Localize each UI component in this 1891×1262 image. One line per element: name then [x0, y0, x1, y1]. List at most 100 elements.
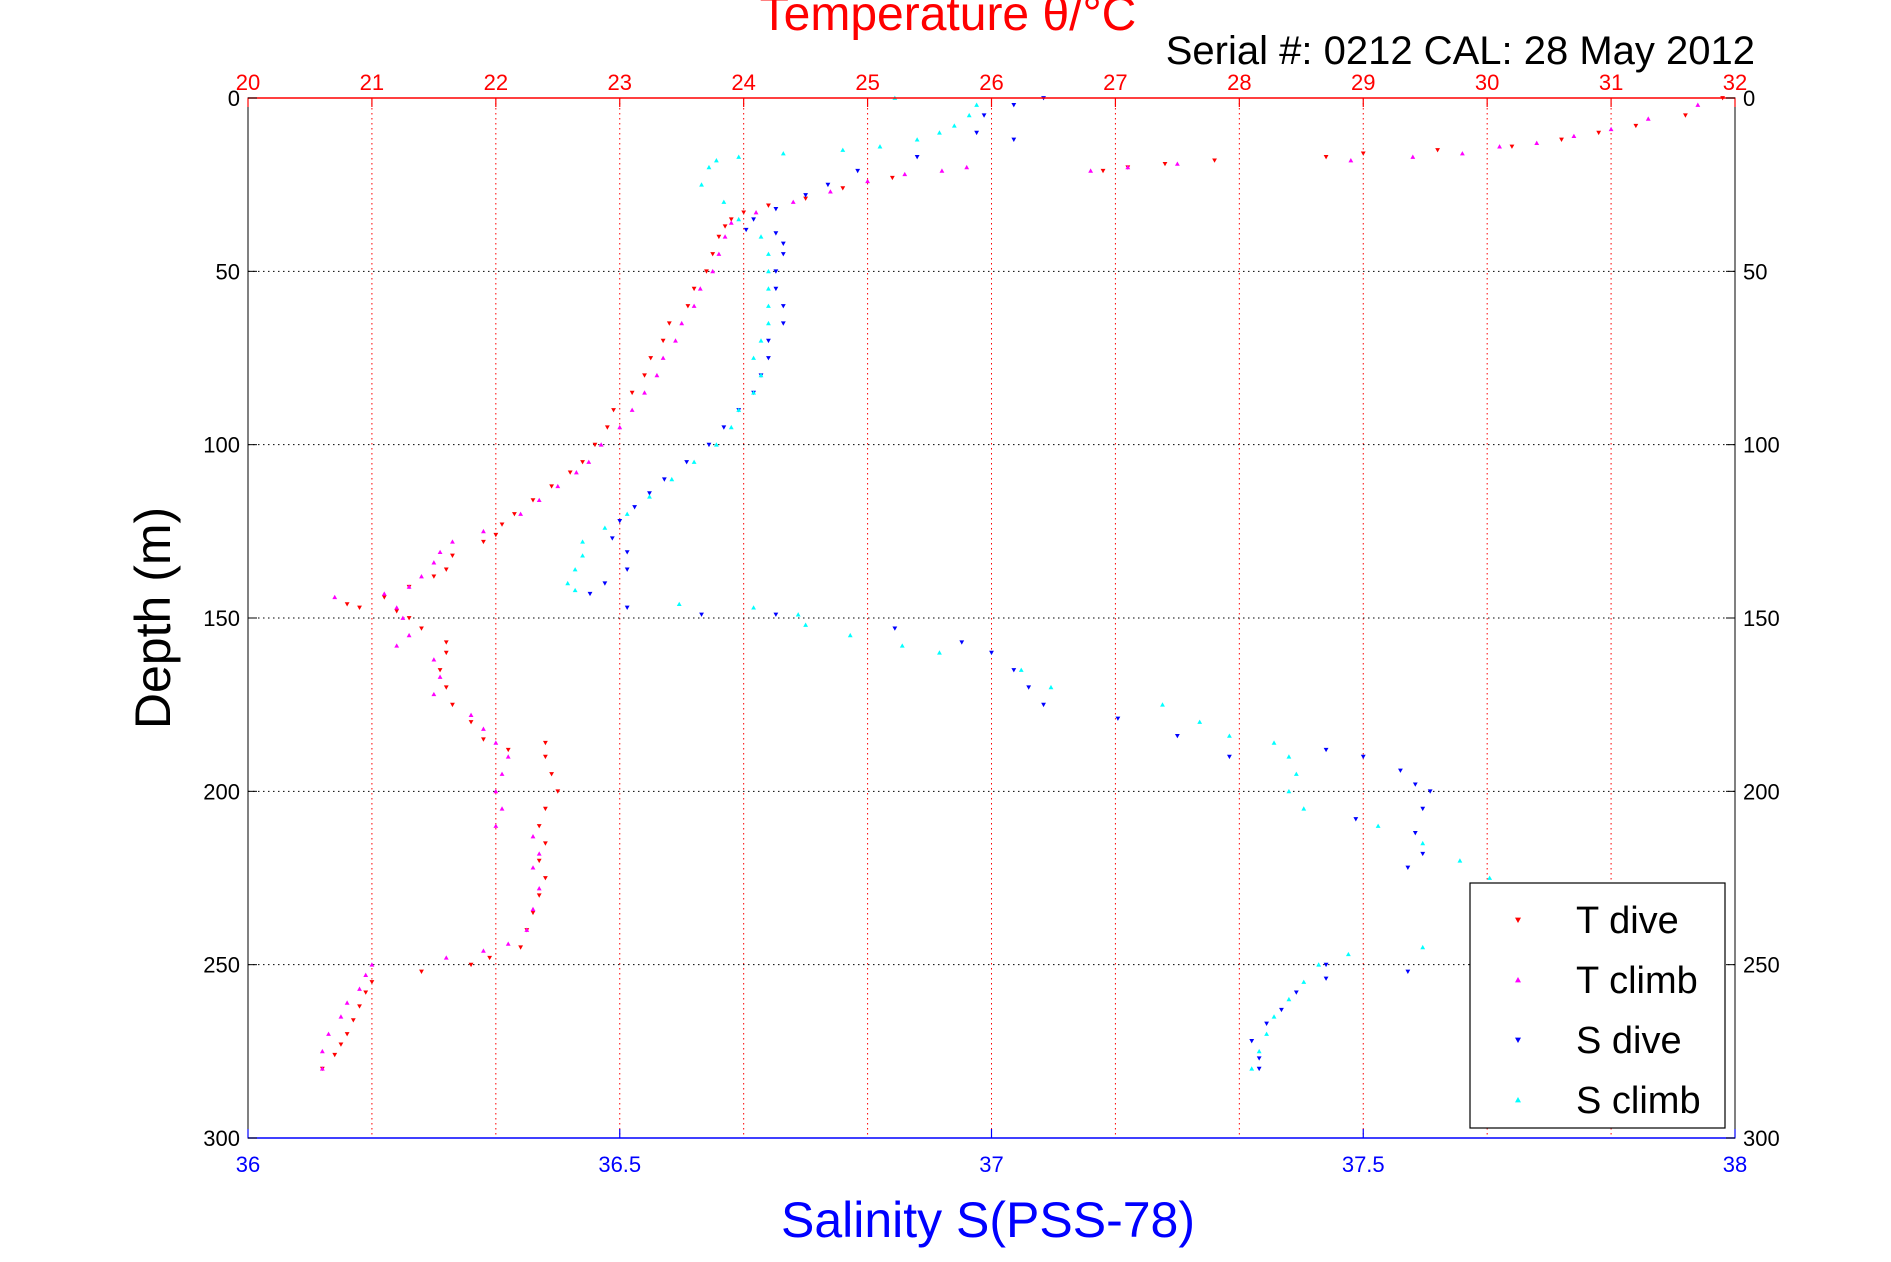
data-point — [736, 216, 742, 222]
data-point — [1026, 685, 1032, 690]
data-point — [1174, 733, 1180, 739]
data-point — [773, 207, 779, 212]
temperature-tick-label: 31 — [1599, 70, 1623, 95]
data-point — [543, 841, 548, 846]
data-point — [766, 268, 771, 274]
data-point — [543, 806, 548, 812]
data-point — [512, 512, 517, 517]
data-point — [716, 251, 722, 256]
data-point — [1420, 840, 1426, 846]
data-point — [1256, 1048, 1262, 1054]
temperature-tick-label: 28 — [1227, 70, 1251, 95]
temperature-tick-label: 26 — [979, 70, 1003, 95]
data-point — [450, 553, 455, 558]
data-point — [1286, 996, 1292, 1002]
data-point — [780, 321, 786, 326]
data-point — [1420, 944, 1426, 950]
chart-title: Temperature θ/°C — [760, 0, 1137, 41]
depth-tick-label-right: 100 — [1743, 433, 1780, 458]
data-point — [611, 408, 616, 413]
data-point — [394, 609, 400, 614]
depth-tick-label-right: 250 — [1743, 953, 1780, 978]
data-point — [536, 851, 542, 856]
data-point — [1271, 1014, 1277, 1019]
data-point — [468, 712, 474, 717]
salinity-tick-label: 36.5 — [598, 1152, 641, 1177]
data-point — [437, 674, 443, 679]
data-point — [530, 498, 536, 503]
data-point — [902, 171, 908, 177]
data-point — [937, 650, 942, 655]
depth-tick-label-left: 100 — [203, 433, 240, 458]
data-point — [847, 632, 853, 638]
data-point — [877, 144, 883, 149]
data-point — [914, 155, 920, 160]
data-point — [642, 390, 647, 395]
data-point — [647, 494, 652, 499]
data-point — [773, 286, 779, 292]
data-point — [1125, 164, 1131, 170]
data-point — [773, 231, 779, 236]
data-point — [669, 476, 675, 482]
data-point — [1420, 806, 1426, 812]
data-point — [937, 130, 942, 135]
data-point — [951, 123, 957, 128]
data-point — [1018, 667, 1024, 672]
data-point — [624, 550, 630, 555]
data-point — [1420, 851, 1426, 857]
data-point — [632, 505, 638, 510]
data-point — [1596, 130, 1602, 136]
data-point — [722, 224, 728, 229]
depth-tick-label-right: 0 — [1743, 86, 1755, 111]
data-point — [338, 1042, 344, 1047]
data-point — [1174, 161, 1180, 166]
data-point — [1509, 144, 1515, 149]
data-point — [344, 1000, 350, 1005]
data-point — [647, 491, 652, 496]
data-point — [332, 1052, 338, 1058]
data-point — [499, 806, 505, 811]
legend-label: S climb — [1576, 1080, 1701, 1122]
data-point — [1487, 875, 1493, 880]
data-point — [736, 407, 742, 412]
legend-marker — [1515, 1037, 1521, 1043]
data-point — [684, 460, 690, 465]
temperature-tick-label: 21 — [360, 70, 384, 95]
data-point — [549, 484, 554, 489]
data-point — [617, 424, 623, 430]
x-axis-label-salinity: Salinity S(PSS-78) — [781, 1192, 1195, 1248]
data-point — [855, 168, 861, 174]
data-point — [394, 605, 400, 610]
chart-subtitle: Serial #: 0212 CAL: 28 May 2012 — [1166, 29, 1755, 73]
data-point — [1345, 951, 1351, 957]
data-point — [443, 955, 449, 960]
data-point — [357, 986, 362, 991]
data-point — [1645, 116, 1651, 121]
data-point — [1256, 1066, 1262, 1072]
data-point — [780, 241, 786, 246]
data-point — [966, 112, 972, 118]
data-point — [679, 320, 685, 326]
data-point — [1412, 831, 1418, 836]
data-point — [1041, 702, 1046, 708]
data-point — [617, 519, 623, 524]
depth-tick-label-right: 200 — [1743, 779, 1780, 804]
data-point — [697, 286, 703, 291]
data-point — [1264, 1031, 1269, 1036]
data-point — [592, 442, 598, 448]
data-point — [493, 823, 499, 828]
data-point — [758, 338, 764, 343]
data-point — [728, 220, 734, 225]
data-point — [914, 137, 920, 142]
data-point — [530, 910, 536, 916]
data-point — [587, 591, 593, 597]
data-point — [803, 622, 809, 627]
data-point — [728, 424, 734, 430]
tick-layer: 20 21 22 23 24 25 26 27 28 29 30 31 32 36 36.5 37 37.5 38… — [203, 70, 1779, 1177]
data-point — [691, 459, 697, 464]
data-point — [572, 587, 578, 593]
data-point — [753, 210, 759, 215]
data-point — [803, 193, 809, 198]
data-point — [604, 425, 610, 430]
data-point — [350, 1018, 356, 1023]
